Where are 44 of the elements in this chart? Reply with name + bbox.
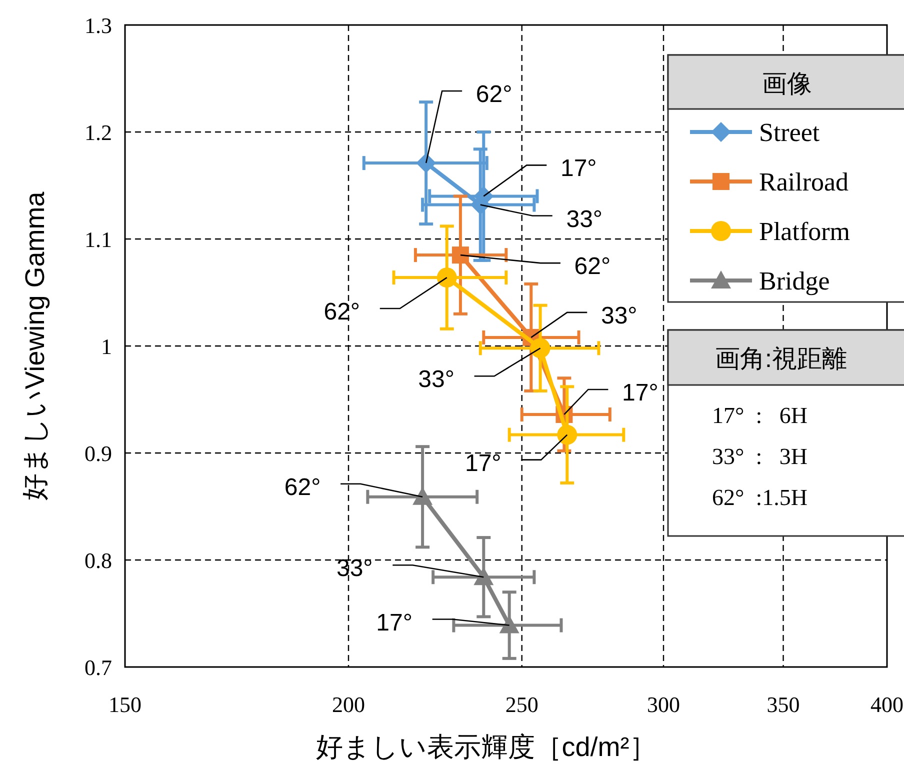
y-tick-label: 1.1 [84,227,112,252]
annotation: 62° [324,276,448,326]
annotation: 62° [574,253,611,280]
annotation: 33° : 3H [712,444,808,469]
annotation: 33° [530,302,638,338]
x-tick-label: 200 [332,692,365,717]
legend-label: Railroad [759,168,849,196]
annotation: 33° [566,206,603,233]
y-tick-label: 1.3 [84,13,112,38]
annotation: 17° [464,434,568,477]
annotation: 17° [622,379,658,406]
annotation: 33° [418,366,454,394]
x-tick-label: 300 [647,692,680,717]
y-tick-label: 0.8 [84,548,112,573]
annotation: 17° : 6H [712,403,808,428]
annotation: 17° [376,609,510,636]
annotation: 17° [564,379,658,415]
legend-label: Bridge [759,266,830,296]
annotation: 17° [560,155,597,182]
y-tick-label: 1.2 [84,120,112,145]
annotation: 画角:視距離 [715,345,847,373]
y-tick-label: 0.9 [84,441,112,466]
annotation: 33° [600,302,638,330]
annotation: 62° [284,474,423,501]
legend-title: 画像 [762,70,812,98]
annotation: 33° [480,204,603,233]
annotation: 17° [464,450,502,477]
annotation: 62° [324,298,360,326]
annotation: 17° [376,609,412,636]
legend-label: Street [759,118,820,147]
y-axis-title: 好ましいViewing Gamma [20,190,50,500]
y-tick-label: 1 [101,334,112,359]
y-tick-label: 0.7 [84,655,112,680]
annotation: 33° [418,348,541,394]
annotation: 62° [460,253,611,280]
x-axis-title: 好ましい表示輝度［cd/m²］ [316,732,656,762]
annotation: 62° [476,81,512,108]
x-tick-label: 250 [505,692,538,717]
legend-label: Platform [759,217,850,246]
x-tick-label: 150 [108,692,142,717]
annotation: 62° [284,474,321,501]
x-tick-label: 400 [870,692,904,717]
x-tick-label: 350 [766,692,800,717]
annotation: 62° :1.5H [712,485,808,510]
